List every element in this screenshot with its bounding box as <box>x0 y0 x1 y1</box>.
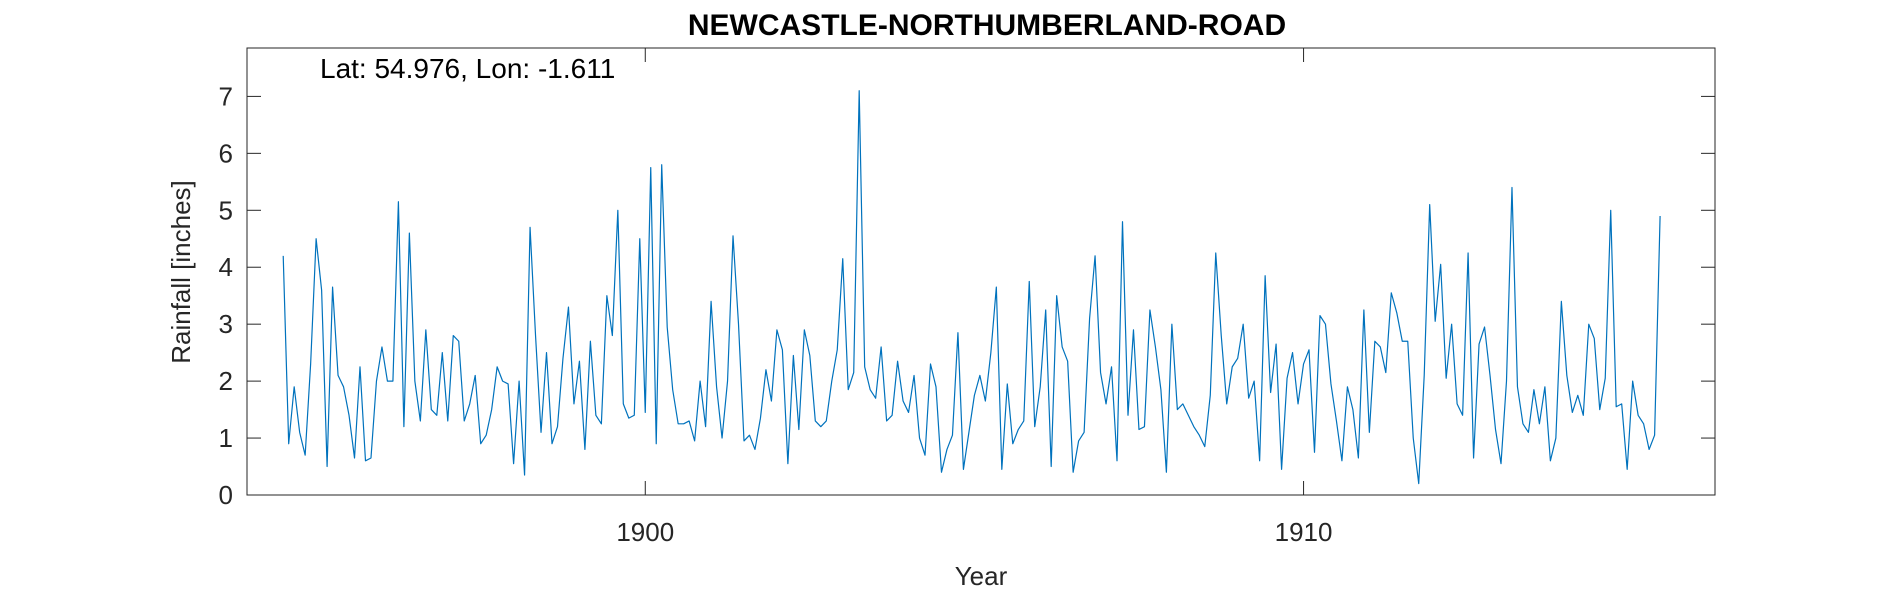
location-annotation: Lat: 54.976, Lon: -1.611 <box>320 53 615 84</box>
y-tick-label: 7 <box>219 81 233 111</box>
x-axis: 1900 1910 <box>616 48 1332 547</box>
y-tick-label: 6 <box>219 138 233 168</box>
y-tick-label: 3 <box>219 309 233 339</box>
y-axis: 0 1 2 3 4 5 6 7 <box>219 81 1715 510</box>
x-axis-label: Year <box>955 561 1008 591</box>
y-axis-label: Rainfall [inches] <box>166 180 196 364</box>
y-tick-label: 2 <box>219 366 233 396</box>
y-tick-label: 4 <box>219 252 233 282</box>
plot-frame <box>246 47 1716 496</box>
rainfall-series-line <box>282 90 1661 485</box>
y-tick-label: 5 <box>219 195 233 225</box>
x-tick-label: 1900 <box>616 517 674 547</box>
x-tick-label: 1910 <box>1275 517 1333 547</box>
y-tick-label: 1 <box>219 423 233 453</box>
chart-title: NEWCASTLE-NORTHUMBERLAND-ROAD <box>688 9 1286 42</box>
y-tick-label: 0 <box>219 480 233 510</box>
